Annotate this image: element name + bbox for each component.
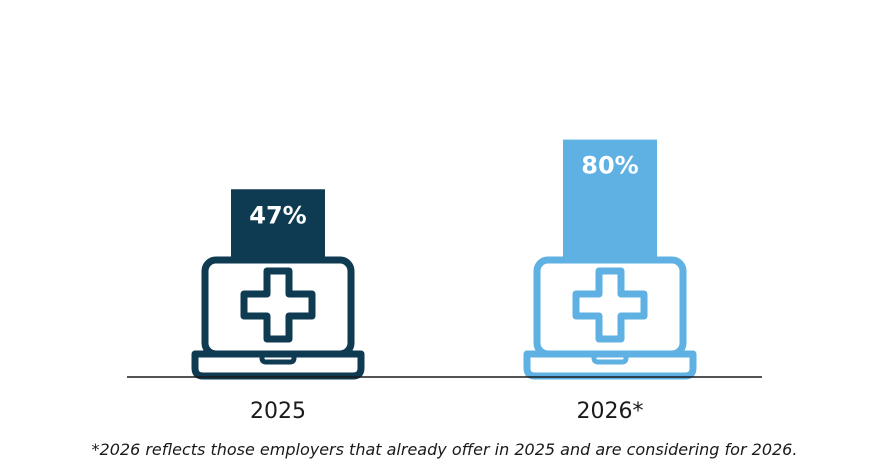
laptop-medical-icon-1: [523, 256, 697, 380]
laptop-medical-icon-0: [191, 256, 365, 380]
bar-1: [563, 139, 657, 262]
laptop-notch-0: [259, 354, 297, 365]
bars-group: [231, 139, 657, 262]
laptop-notch-1: [591, 354, 629, 365]
laptop-base-1: [523, 350, 697, 380]
icons-group: [191, 256, 697, 380]
category-label-0: 2025: [250, 399, 306, 424]
value-label-1: 80%: [581, 152, 638, 180]
bar-0: [231, 189, 325, 262]
laptop-base-0: [191, 350, 365, 380]
medical-cross-0: [240, 267, 316, 343]
footnote: *2026 reflects those employers that alre…: [91, 440, 798, 459]
medical-cross-1: [572, 267, 648, 343]
category-label-1: 2026*: [577, 399, 644, 424]
value-label-0: 47%: [249, 201, 306, 229]
labels-group: 47% 2025 80% 2026*: [249, 152, 643, 424]
